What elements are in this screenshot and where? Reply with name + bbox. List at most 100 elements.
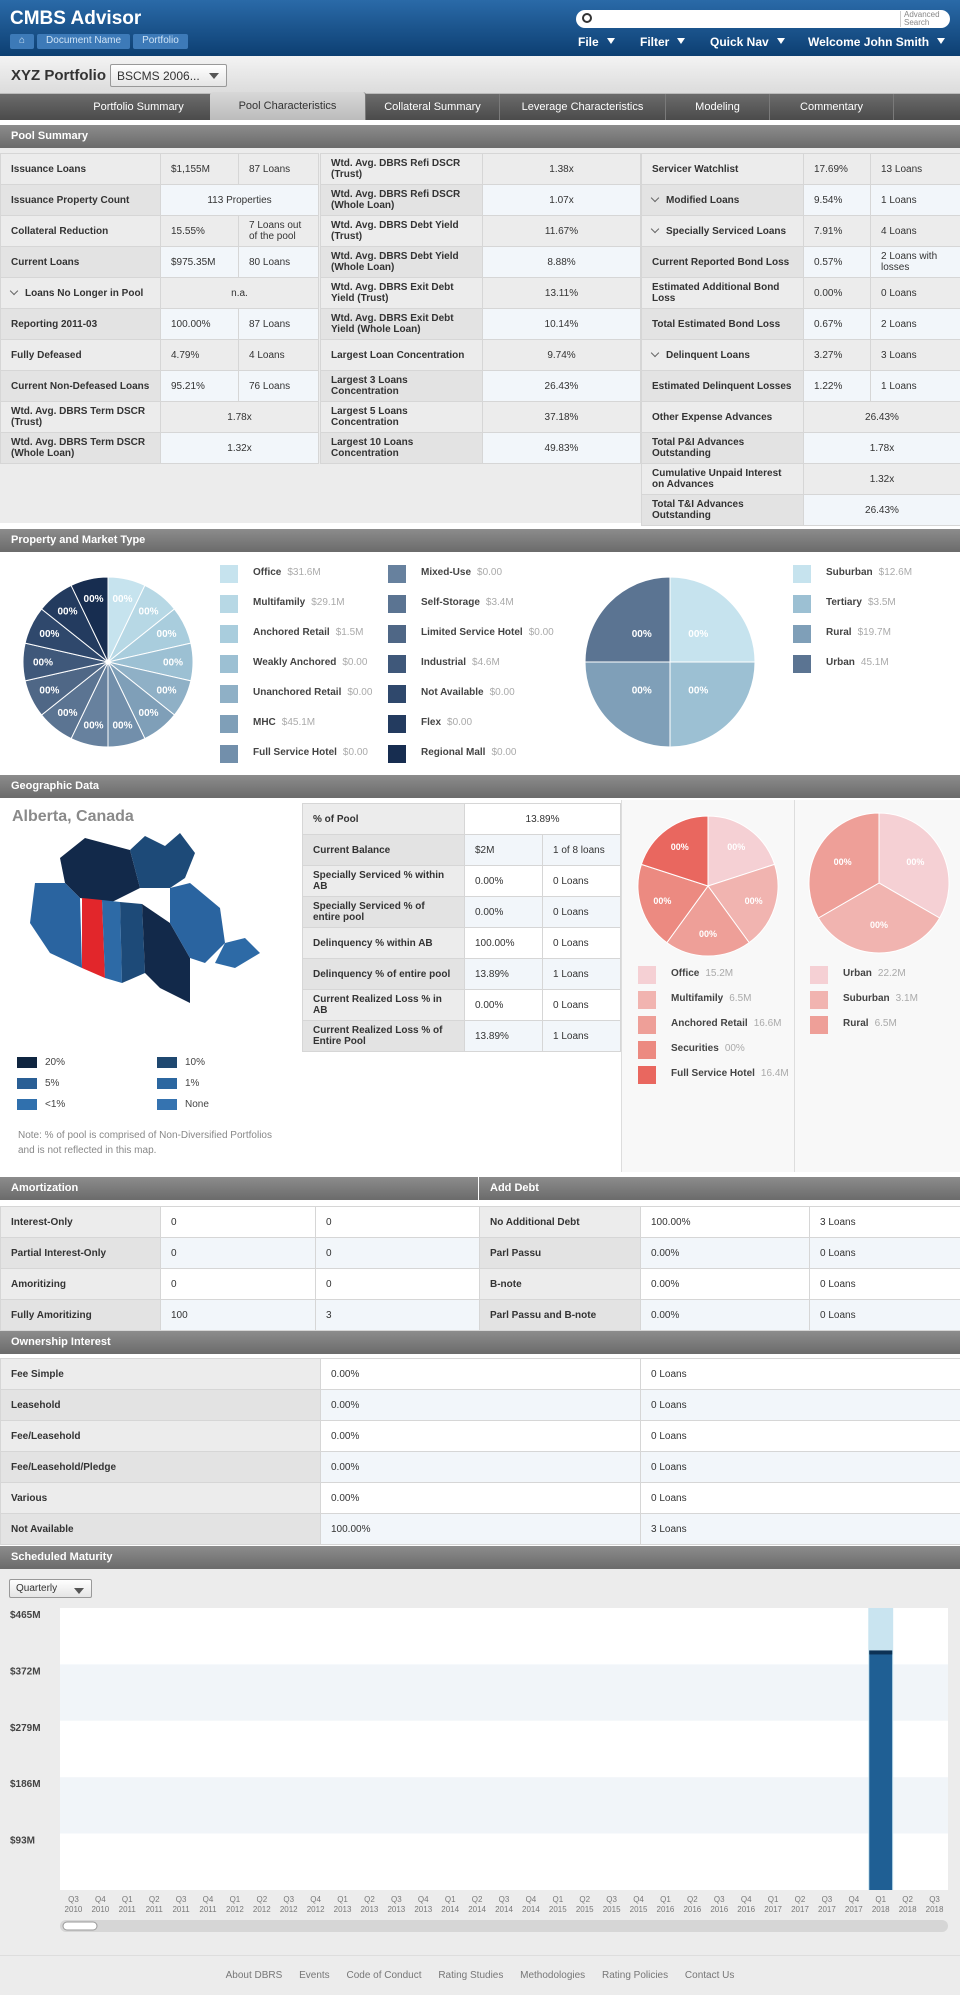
pie-slice-label: 00% (84, 594, 104, 605)
legend-value: 3.1M (895, 993, 918, 1004)
pie-slice-suburban[interactable] (669, 576, 756, 663)
quick-nav-menu[interactable]: Quick Nav (710, 35, 785, 49)
tab-pool-characteristics[interactable]: Pool Characteristics (210, 92, 366, 120)
row-label: Partial Interest-Only (0, 1237, 161, 1269)
footer-link-methodologies[interactable]: Methodologies (520, 1970, 586, 1981)
legend-name: Suburban (826, 567, 873, 578)
row-value: n.a. (160, 277, 319, 309)
pie-slice-urban[interactable] (584, 576, 671, 663)
legend-name: Not Available (421, 687, 484, 698)
expand-icon[interactable] (650, 193, 660, 202)
map-legend-label: None (185, 1099, 209, 1110)
footer-link-studies[interactable]: Rating Studies (438, 1970, 504, 1981)
legend-swatch (638, 1066, 656, 1084)
pool-summary-table-2: Wtd. Avg. DBRS Refi DSCR (Trust) 1.38x Wtd… (320, 153, 641, 464)
x-tick-label: 2015 (576, 1905, 594, 1914)
row-label: Modified Loans (641, 184, 804, 216)
tab-portfolio-summary[interactable]: Portfolio Summary (66, 94, 212, 120)
add-debt-table: No Additional Debt 100.00% 3 Loans Parl Pas… (479, 1206, 960, 1331)
legend-value: $0.00 (347, 687, 373, 698)
x-tick-label: Q2 (579, 1895, 590, 1904)
tab-modeling[interactable]: Modeling (666, 94, 770, 120)
pie-slice-tertiary[interactable] (669, 661, 756, 748)
x-tick-label: Q1 (230, 1895, 241, 1904)
geo-market-pie: 00% 00% 00% (808, 812, 950, 954)
pie-slice-office[interactable] (707, 815, 776, 887)
canada-map[interactable] (20, 828, 280, 1018)
tab-collateral-summary[interactable]: Collateral Summary (366, 94, 500, 120)
table-row: Total Estimated Bond Loss 0.67% 2 Loans (641, 308, 960, 340)
add-debt-header: Add Debt (479, 1177, 960, 1200)
pie-slice-regional-mall[interactable] (70, 576, 109, 663)
row-label: Largest 5 Loans Concentration (320, 401, 483, 433)
breadcrumb-document[interactable]: Document Name (37, 34, 131, 49)
row-value: 3.27% (803, 339, 871, 371)
filter-menu[interactable]: Filter (640, 35, 685, 49)
legend-value: 16.6M (753, 1018, 782, 1029)
row-value: 0 Loans (809, 1237, 960, 1269)
row-label: Current Realized Loss % of Entire Pool (302, 1020, 465, 1052)
bar[interactable] (869, 1650, 893, 1890)
x-tick-label: 2013 (334, 1905, 352, 1914)
row-label: Interest-Only (0, 1206, 161, 1238)
file-menu[interactable]: File (578, 35, 615, 49)
footer-link-events[interactable]: Events (299, 1970, 330, 1981)
period-selector[interactable]: Quarterly (9, 1579, 92, 1598)
table-row: Specially Serviced % within AB 0.00% 0 Loa… (302, 865, 622, 897)
x-tick-label: Q4 (741, 1895, 752, 1904)
row-value: 26.43% (803, 494, 960, 526)
table-row: Fee/Leasehold/Pledge 0.00% 0 Loans (0, 1451, 960, 1483)
legend-name: Anchored Retail (253, 627, 330, 638)
legend-name: Self-Storage (421, 597, 480, 608)
row-value: 0.00% (803, 277, 871, 309)
pie-slice-label: 00% (112, 594, 132, 605)
chart-scrollbar[interactable] (60, 1920, 948, 1932)
deal-selector[interactable]: BSCMS 2006... (110, 64, 227, 87)
user-menu[interactable]: Welcome John Smith (808, 35, 945, 49)
footer-link-about[interactable]: About DBRS (225, 1970, 283, 1981)
pie-slice-full-service-hotel[interactable] (640, 815, 709, 887)
home-icon[interactable]: ⌂ (10, 34, 35, 49)
y-tick-label: $279M (10, 1723, 41, 1734)
table-row: Total T&I Advances Outstanding 26.43% (641, 494, 960, 526)
advanced-search-link[interactable]: Advanced Search (900, 11, 940, 27)
grid-band (60, 1664, 948, 1721)
legend-swatch (388, 715, 406, 733)
row-value: 0 Loans (541, 865, 622, 897)
pie-slice-securities[interactable] (637, 863, 709, 944)
legend-value: $0.00 (491, 747, 517, 758)
chart-scroll-handle[interactable] (62, 1921, 98, 1931)
row-label: Total Estimated Bond Loss (641, 308, 804, 340)
breadcrumb-portfolio[interactable]: Portfolio (133, 34, 188, 49)
table-row: Amoritizing 0 0 (0, 1268, 480, 1300)
legend-swatch (220, 745, 238, 763)
row-value: 1.32x (160, 432, 319, 464)
tab-leverage-characteristics[interactable]: Leverage Characteristics (500, 94, 666, 120)
footer: About DBRS Events Code of Conduct Rating… (0, 1955, 960, 1995)
pie-slice-label: 00% (139, 607, 159, 618)
pie-slice-urban[interactable] (878, 812, 950, 919)
row-label: Wtd. Avg. DBRS Term DSCR (Whole Loan) (0, 432, 161, 464)
footer-link-policies[interactable]: Rating Policies (601, 1970, 669, 1981)
table-row: B-note 0.00% 0 Loans (479, 1268, 960, 1300)
search-input[interactable]: Advanced Search (576, 10, 950, 28)
row-label: Estimated Additional Bond Loss (641, 277, 804, 309)
pie-slice-anchored-retail[interactable] (666, 885, 750, 957)
legend-name: Flex (421, 717, 442, 728)
footer-link-code[interactable]: Code of Conduct (346, 1970, 422, 1981)
row-value: 95.21% (160, 370, 239, 402)
x-tick-label: 2016 (710, 1905, 728, 1914)
footer-link-contact[interactable]: Contact Us (684, 1970, 735, 1981)
pie-slice-rural[interactable] (808, 812, 880, 919)
table-row: Leasehold 0.00% 0 Loans (0, 1389, 960, 1421)
table-row: Wtd. Avg. DBRS Debt Yield (Trust) 11.67% (320, 215, 641, 247)
row-value: 8.88% (482, 246, 641, 278)
expand-icon[interactable] (650, 348, 660, 357)
expand-icon[interactable] (9, 286, 19, 295)
tab-commentary[interactable]: Commentary (770, 94, 894, 120)
x-tick-label: 2014 (468, 1905, 486, 1914)
pie-slice-rural[interactable] (584, 661, 671, 748)
pie-slice-multifamily[interactable] (707, 863, 779, 944)
x-tick-label: Q3 (929, 1895, 940, 1904)
expand-icon[interactable] (650, 224, 660, 233)
